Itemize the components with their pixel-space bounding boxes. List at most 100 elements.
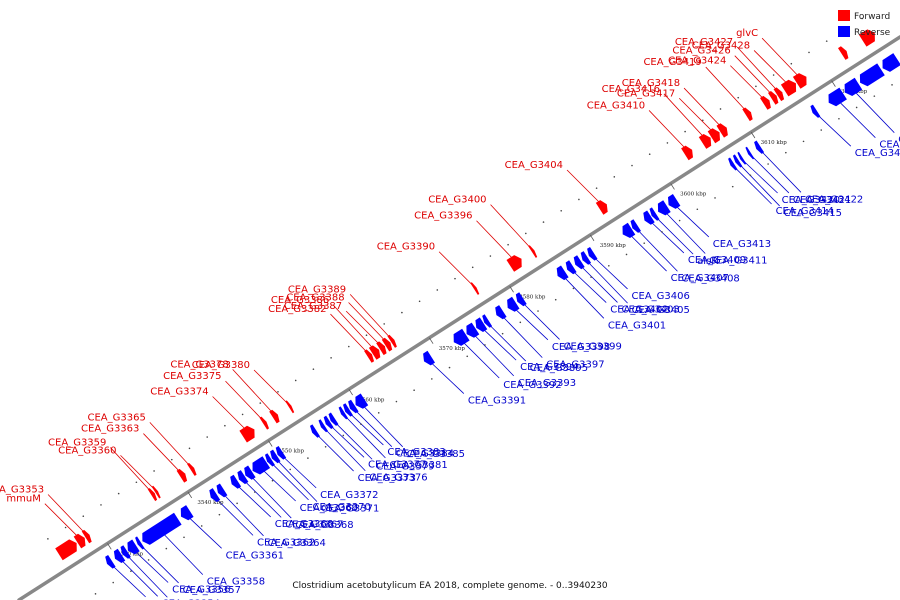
gene-cea-g3356[interactable] <box>127 539 140 555</box>
gene-cea-g3420[interactable] <box>737 151 747 165</box>
gene-cea-g3364[interactable] <box>216 483 228 498</box>
gene-cea-g3407[interactable] <box>622 222 636 238</box>
gene-cea-g3393[interactable] <box>466 322 480 338</box>
leader-line <box>486 322 527 362</box>
gene-cea-g3367[interactable] <box>237 470 249 485</box>
gene-cea-g3416[interactable] <box>698 134 712 149</box>
gene-cea-g3391[interactable] <box>423 350 435 366</box>
gene-cea-g3392[interactable] <box>453 328 470 346</box>
gene-forward[interactable] <box>858 29 875 47</box>
gene-cea-g3379[interactable] <box>328 412 339 426</box>
gap-dot <box>277 390 279 393</box>
gene-cea-g3413[interactable] <box>668 194 681 209</box>
gene-cea-g3402[interactable] <box>565 260 577 275</box>
gene-cea-g3403[interactable] <box>573 255 585 270</box>
gene-cea-g3423[interactable] <box>810 104 821 118</box>
gene-cea-g3387[interactable] <box>376 341 387 356</box>
leader-line <box>185 514 222 549</box>
gene-cea-g3381[interactable] <box>338 406 349 420</box>
leader-line <box>438 251 476 288</box>
gene-cea-g3424[interactable] <box>760 95 771 110</box>
gene-cea-g3406[interactable] <box>587 247 598 261</box>
gene-cea-g3371[interactable] <box>270 449 281 464</box>
gene-label: CEA_G3393 <box>518 378 576 389</box>
gene-alsr[interactable] <box>649 207 660 221</box>
gene-cea-g3359[interactable] <box>147 488 158 502</box>
leader-line <box>347 411 384 446</box>
gene-cea-g3366[interactable] <box>230 474 242 489</box>
gene-cea-g3357[interactable] <box>135 536 145 550</box>
gene-reverse[interactable] <box>882 53 900 72</box>
gene-cea-g3405[interactable] <box>580 251 592 265</box>
gene-cea-g3398[interactable] <box>507 296 520 312</box>
gene-cea-g3360[interactable] <box>151 485 161 499</box>
gene-cea-g3358[interactable] <box>142 512 182 545</box>
gene-label: CEA_G3400 <box>428 195 486 206</box>
gene-cea-g3409[interactable] <box>643 210 655 225</box>
gene-cea-g3426[interactable] <box>768 91 779 105</box>
gene-cea-g3399[interactable] <box>515 292 527 307</box>
gap-dot <box>861 17 863 20</box>
gene-cea-g3419[interactable] <box>742 107 753 122</box>
gene-cea-g3378[interactable] <box>269 409 280 424</box>
gene-cea-g3421[interactable] <box>745 146 755 160</box>
gene-cea-g3396[interactable] <box>506 255 522 272</box>
gene-cea-g3373[interactable] <box>310 424 320 438</box>
gene-cea-g3386[interactable] <box>368 345 381 360</box>
gene-cea-g3400[interactable] <box>528 245 538 258</box>
gene-cea-g3414[interactable] <box>728 157 738 171</box>
gene-cea-g3401[interactable] <box>556 265 569 281</box>
gene-cea-g3404[interactable] <box>595 200 608 215</box>
gene-cea-g3411[interactable] <box>657 200 671 216</box>
gene-label: CEA_G3356 <box>172 584 230 595</box>
axis-tick-mark <box>428 337 434 344</box>
gene-cea-g3362[interactable] <box>209 488 221 503</box>
gene-forward[interactable] <box>838 46 849 60</box>
gene-cea-g3372[interactable] <box>275 446 287 460</box>
gene-mmum[interactable] <box>73 533 86 549</box>
leader-line <box>259 467 296 502</box>
gene-cea-g3370[interactable] <box>265 453 275 467</box>
gene-label: CEA_G3397 <box>546 360 604 371</box>
leader-line <box>322 426 366 472</box>
gene-cea-g3427[interactable] <box>773 87 785 102</box>
gene-cea-g3374[interactable] <box>239 425 255 443</box>
gene-cea-g3352[interactable] <box>105 555 116 569</box>
gene-cea-g3353[interactable] <box>81 529 92 544</box>
gene-cea-g3384[interactable] <box>348 399 359 414</box>
gene-cea-g3388[interactable] <box>381 337 393 352</box>
gene-cea-g3363[interactable] <box>176 468 188 483</box>
gene-cea-g3354[interactable] <box>113 548 126 563</box>
gene-cea-g3432[interactable] <box>844 77 863 96</box>
gene-cea-g3417[interactable] <box>707 128 720 144</box>
gene-cea-g3376[interactable] <box>318 419 329 433</box>
gene-reverse[interactable] <box>859 63 885 87</box>
gene-cea-g3383[interactable] <box>343 403 353 417</box>
gene-cea-g3385[interactable] <box>355 393 369 409</box>
gene-cea-g3425[interactable] <box>828 87 847 107</box>
gene-cea-g3410[interactable] <box>681 145 693 161</box>
gene-cea-g3365[interactable] <box>187 462 197 476</box>
gene-cea-g3368[interactable] <box>244 465 256 480</box>
gene-cea-g3382[interactable] <box>364 349 375 363</box>
gene-cea-g3415[interactable] <box>732 154 743 168</box>
leader-line <box>635 227 678 272</box>
gene-cea-g3380[interactable] <box>285 400 295 414</box>
gene-cea-g3397[interactable] <box>495 305 507 320</box>
gene-cea-g3377[interactable] <box>323 415 334 429</box>
axis-tick-mark <box>268 440 273 447</box>
gene-cea-g3369[interactable] <box>252 456 271 475</box>
gene-cea-g3418[interactable] <box>716 123 728 138</box>
gene-forward[interactable] <box>55 539 77 561</box>
gene-cea-g3394[interactable] <box>475 317 488 332</box>
gene-cea-g3422[interactable] <box>754 140 765 154</box>
gene-cea-g3389[interactable] <box>387 334 397 348</box>
gene-cea-g3428[interactable] <box>780 79 797 97</box>
gene-cea-g3408[interactable] <box>630 219 642 233</box>
gene-cea-g3355[interactable] <box>120 545 131 559</box>
gene-cea-g3395[interactable] <box>482 314 493 328</box>
gene-cea-g3361[interactable] <box>180 505 194 521</box>
gene-cea-g3390[interactable] <box>470 282 480 295</box>
gene-glvc[interactable] <box>792 73 807 89</box>
gene-cea-g3375[interactable] <box>259 416 270 430</box>
